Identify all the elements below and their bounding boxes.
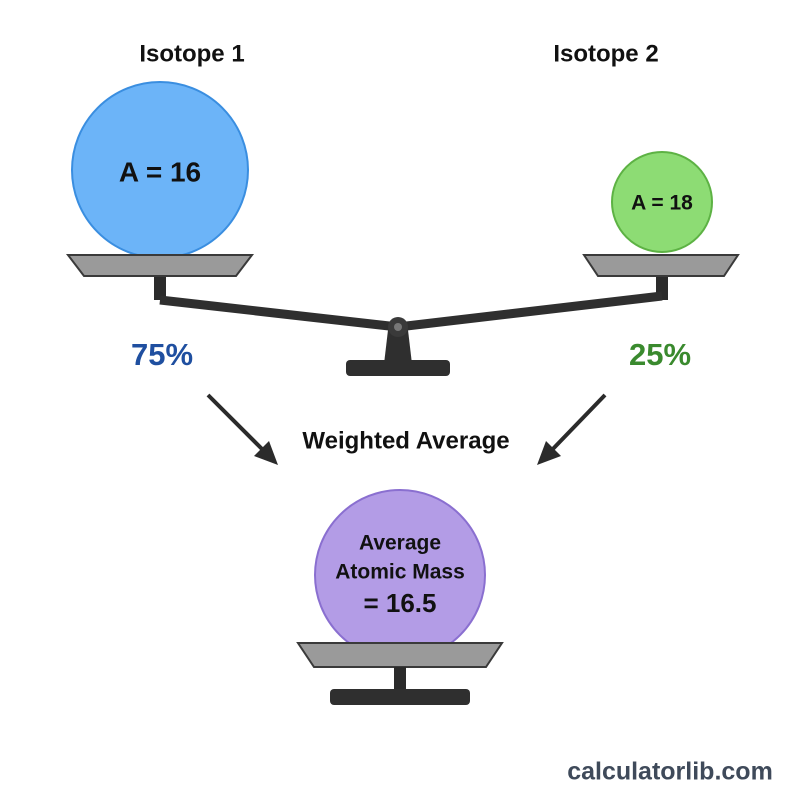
isotope-mass: A = 16 — [119, 156, 201, 187]
arrow-label: Weighted Average — [302, 427, 509, 454]
isotope-label: Isotope 2 — [553, 40, 658, 67]
pan — [582, 254, 740, 277]
result-text: Atomic Mass — [335, 561, 465, 584]
result-text: = 16.5 — [363, 588, 436, 618]
result-text: Average — [359, 532, 441, 555]
isotope-circle — [611, 151, 713, 253]
arrows — [206, 393, 607, 465]
percent: 75% — [131, 337, 193, 372]
result-stand — [296, 642, 504, 705]
balance — [154, 272, 668, 376]
isotope-label: Isotope 1 — [139, 40, 244, 67]
percent: 25% — [629, 337, 691, 372]
pan — [65, 254, 255, 277]
footer: calculatorlib.com — [567, 758, 773, 786]
isotope-mass: A = 18 — [631, 192, 693, 215]
